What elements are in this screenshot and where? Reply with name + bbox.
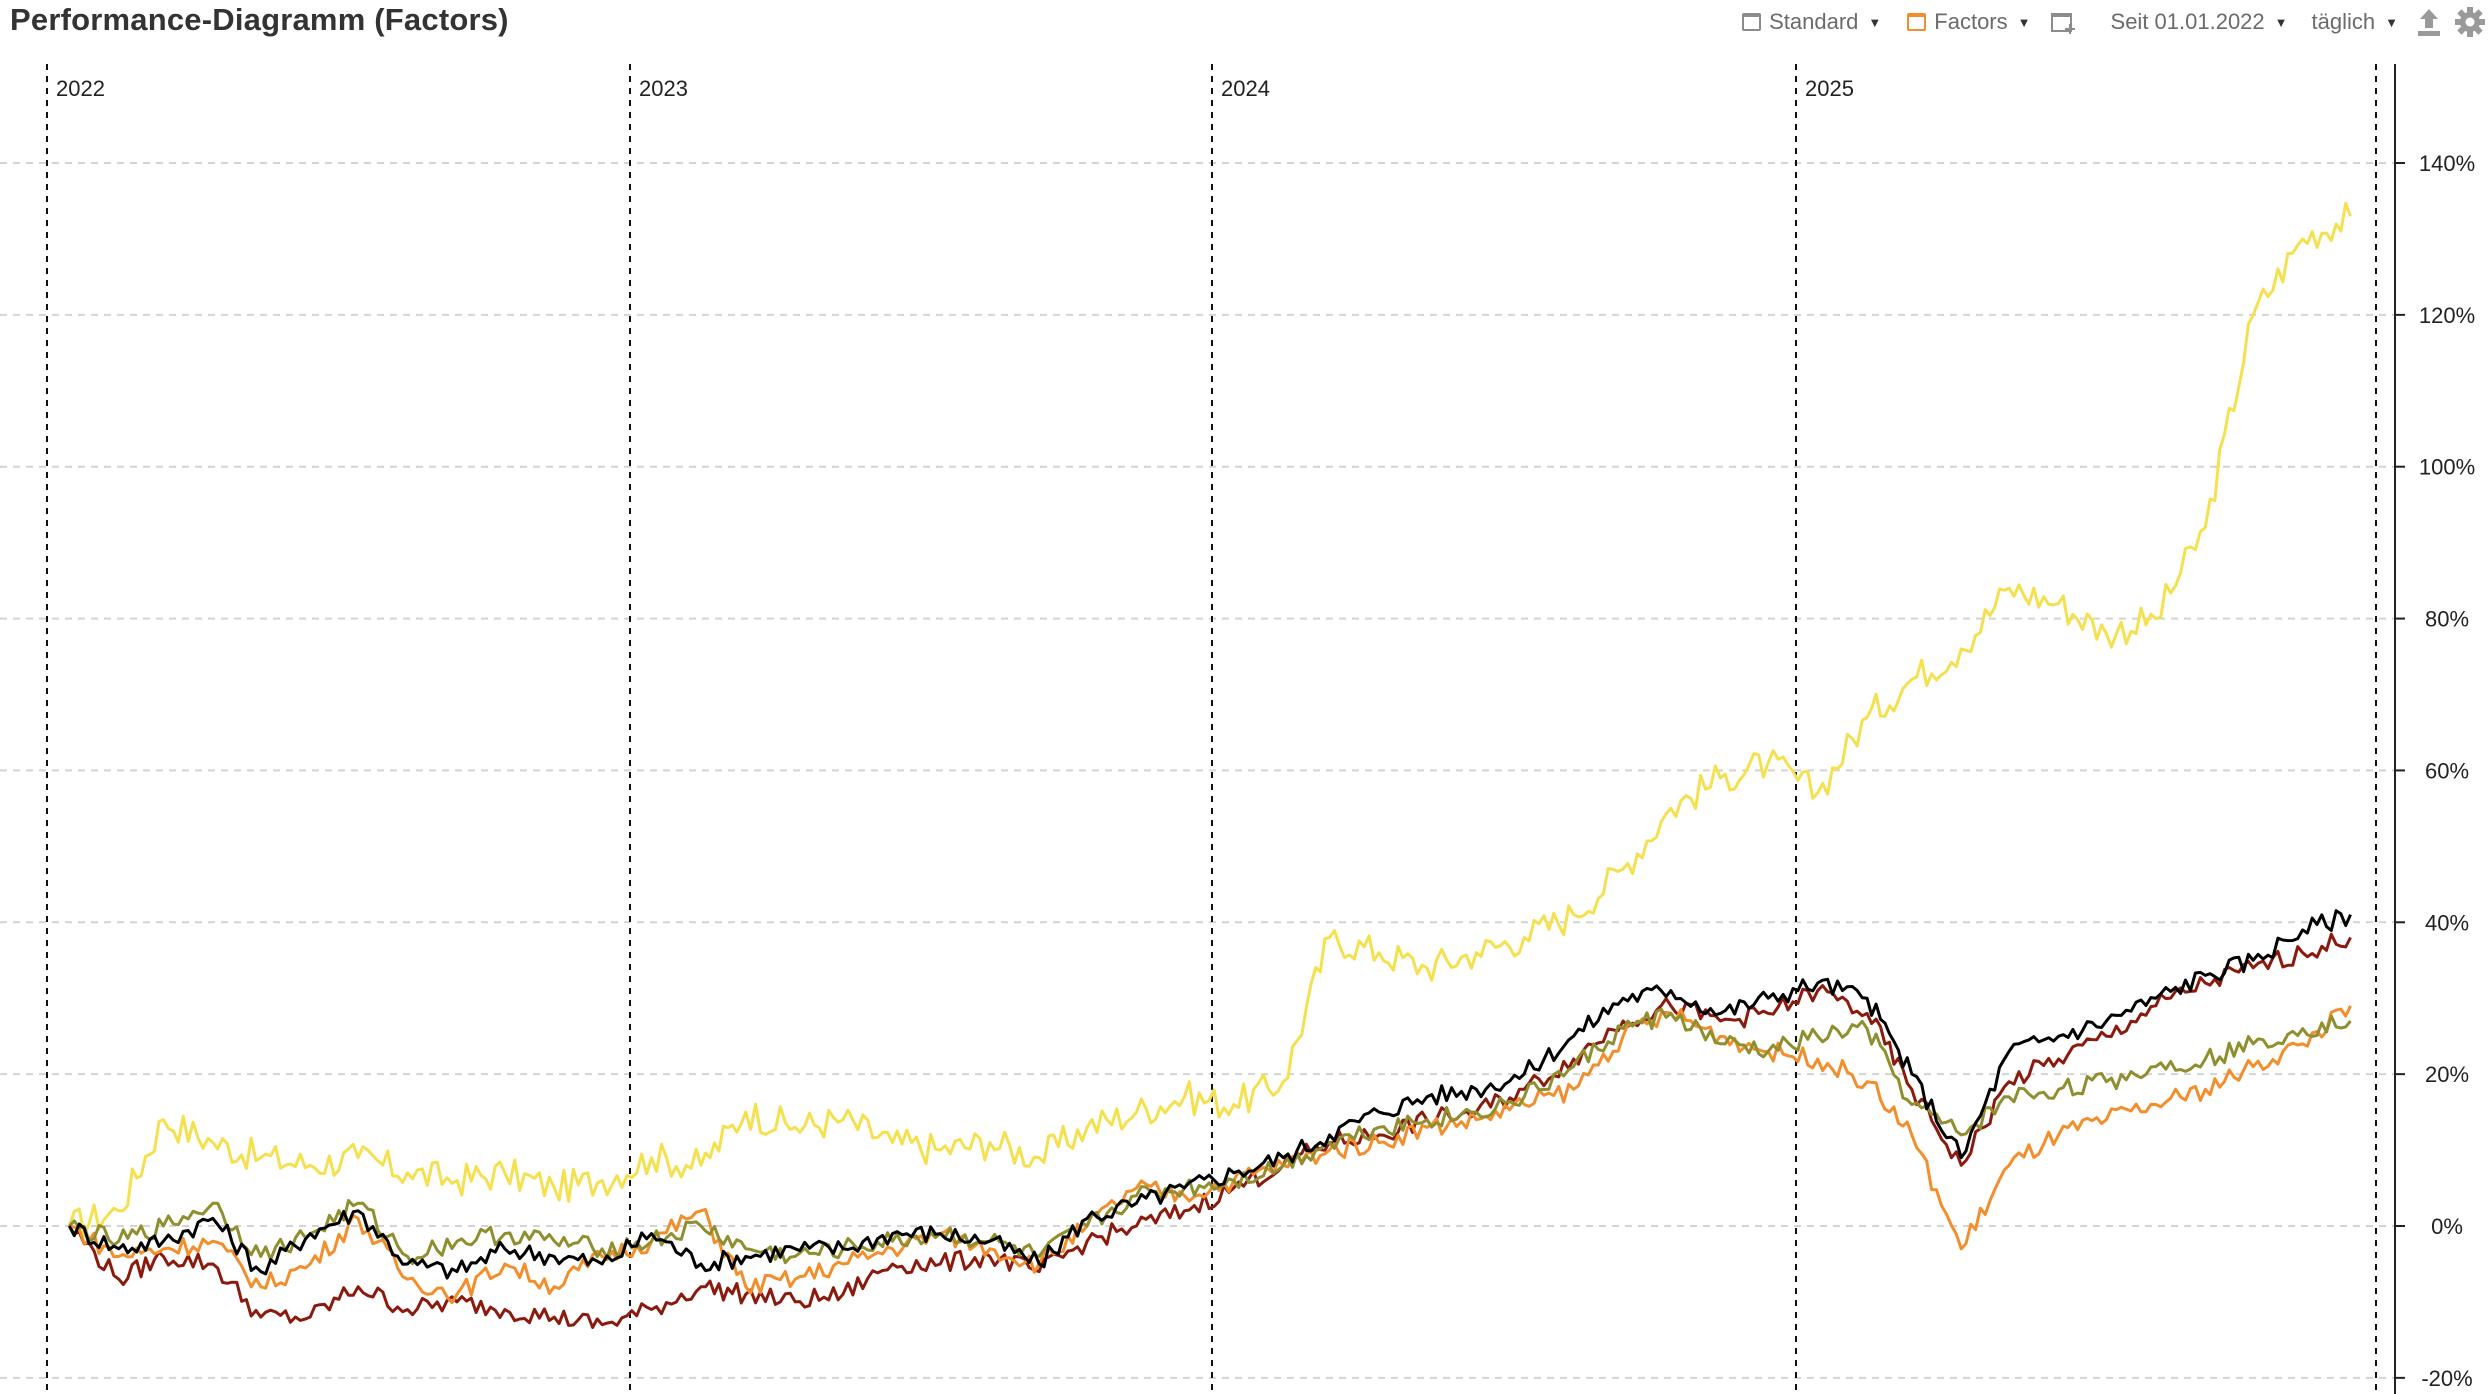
series-line[interactable] — [68, 932, 2352, 1329]
y-tick-label: 120% — [2419, 303, 2475, 328]
y-tick-label: 60% — [2425, 758, 2469, 783]
standard-color-swatch — [1742, 13, 1762, 31]
y-tick-label: 80% — [2425, 607, 2469, 632]
chevron-down-icon: ▼ — [2385, 14, 2398, 30]
factors-color-swatch — [1907, 13, 1927, 31]
series-line[interactable] — [68, 1007, 2352, 1266]
x-tick-label: 2024 — [1221, 76, 1270, 101]
chart-toolbar: Standard ▼ Factors ▼ Seit 01.01.2022 ▼ t… — [1742, 0, 2492, 44]
factors-dropdown[interactable]: Factors ▼ — [1907, 9, 2031, 35]
factors-label: Factors — [1934, 9, 2008, 34]
y-tick-label: 140% — [2419, 151, 2475, 176]
x-tick-label: 2023 — [639, 76, 688, 101]
y-tick-label: -20% — [2421, 1366, 2472, 1391]
chevron-down-icon: ▼ — [2017, 14, 2031, 30]
page-title: Performance-Diagramm (Factors) — [10, 2, 509, 37]
series-line[interactable] — [68, 1005, 2352, 1305]
y-tick-label: 0% — [2431, 1214, 2463, 1239]
period-dropdown[interactable]: Seit 01.01.2022 ▼ — [2111, 9, 2288, 35]
interval-dropdown[interactable]: täglich ▼ — [2312, 9, 2398, 35]
chevron-down-icon: ▼ — [1868, 14, 1882, 30]
y-tick-label: 20% — [2425, 1062, 2469, 1087]
y-tick-label: 100% — [2419, 455, 2475, 480]
period-label: Seit 01.01.2022 — [2110, 9, 2265, 34]
chevron-down-icon: ▼ — [2274, 14, 2288, 30]
standard-label: Standard — [1769, 9, 1859, 34]
gear-icon[interactable] — [2454, 6, 2486, 38]
interval-label: täglich — [2311, 9, 2376, 34]
standard-dropdown[interactable]: Standard ▼ — [1742, 9, 1881, 35]
add-chart-icon[interactable] — [2050, 10, 2077, 34]
y-tick-label: 40% — [2425, 910, 2469, 935]
x-tick-label: 2022 — [56, 76, 105, 101]
series-line[interactable] — [67, 909, 2352, 1280]
x-tick-label: 2025 — [1805, 76, 1854, 101]
upload-icon[interactable] — [2416, 7, 2442, 37]
series-line[interactable] — [67, 201, 2352, 1238]
